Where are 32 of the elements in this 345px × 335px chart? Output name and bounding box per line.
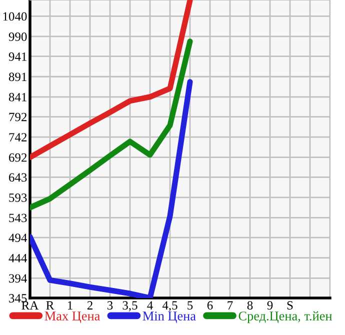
y-tick-label: 394 (9, 274, 28, 283)
y-tick-label: 345 (9, 294, 27, 302)
y-tick-label: 891 (8, 72, 26, 82)
y-tick-label: 692 (9, 153, 27, 162)
y-tick-label: 841 (8, 92, 26, 102)
y-tick-label: 792 (9, 112, 27, 122)
legend-label: Сред.Цена, т.йен (238, 311, 332, 324)
x-tick-label: 7 (228, 301, 233, 310)
legend-label: Min Цена (142, 312, 196, 324)
x-tick-label: 8 (247, 301, 253, 310)
legend-label: Max Цена (44, 312, 100, 324)
y-tick-label: 742 (9, 133, 27, 142)
y-tick-label: 1040 (3, 12, 27, 21)
x-tick-label: 6 (207, 301, 213, 310)
y-tick-label: 593 (9, 194, 27, 202)
x-tick-label: 4 (147, 301, 153, 310)
x-tick-label: S (287, 301, 293, 310)
x-tick-label: 3 (107, 301, 113, 310)
x-tick-label: 9 (267, 301, 273, 310)
x-tick-label: R (46, 301, 54, 310)
x-tick-label: 5 (188, 301, 193, 310)
y-tick-label: 543 (9, 214, 27, 222)
x-tick-label: 2 (87, 301, 92, 310)
x-tick-label: 1 (68, 301, 72, 310)
x-tick-label: 3,5 (122, 301, 138, 312)
x-tick-label: RA (22, 301, 39, 310)
y-tick-label: 941 (8, 52, 26, 61)
x-tick-label: 4,5 (162, 301, 178, 312)
y-tick-label: 444 (8, 254, 28, 262)
y-tick-label: 494 (8, 234, 28, 242)
y-tick-label: 643 (9, 173, 27, 182)
y-tick-label: 990 (8, 32, 27, 41)
